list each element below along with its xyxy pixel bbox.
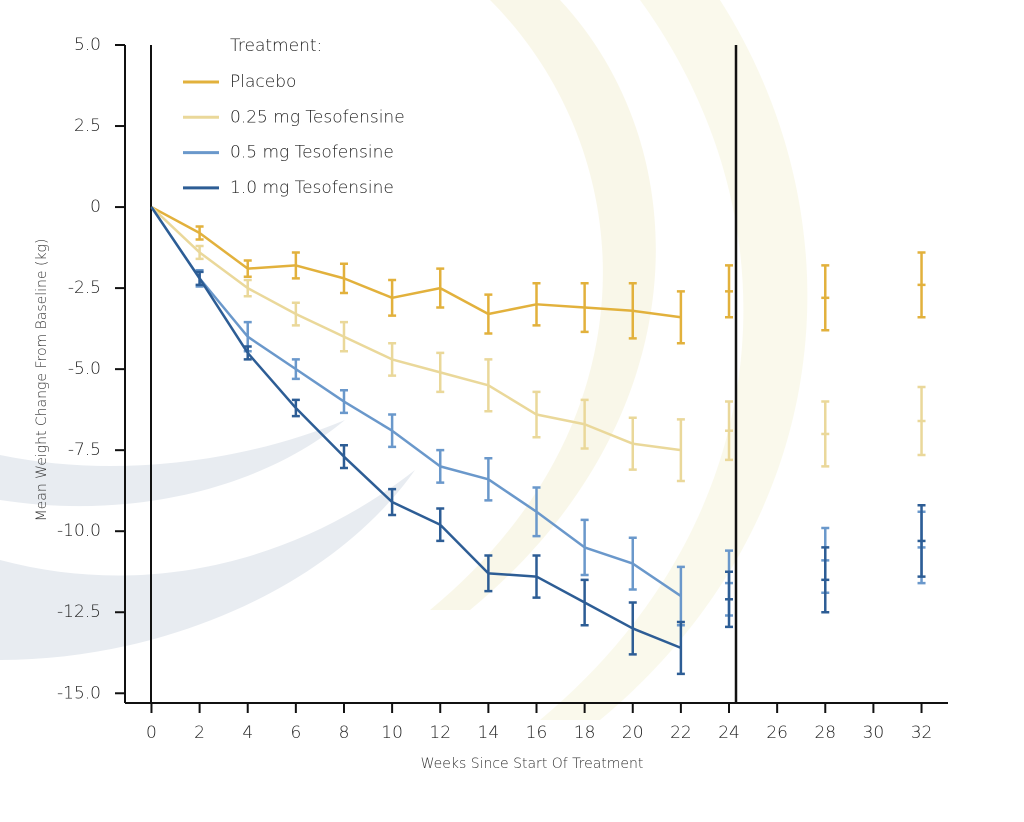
error-bar [484, 358, 493, 413]
error-bar [532, 486, 541, 538]
error-bar [388, 278, 397, 317]
x-tick-label: 16 [526, 723, 548, 743]
error-bar [580, 578, 589, 627]
series-line [150, 206, 682, 650]
legend-title: Treatment: [230, 36, 322, 56]
x-tick-label: 24 [718, 723, 740, 743]
error-bar [243, 259, 252, 279]
background-decoration [0, 0, 808, 720]
error-bar [291, 398, 300, 418]
error-bar [628, 416, 637, 471]
error-bar [436, 448, 445, 484]
decor-arc [0, 420, 345, 507]
error-bar [436, 507, 445, 543]
y-tick-label: -7.5 [68, 440, 101, 460]
x-tick-label: 26 [766, 723, 788, 743]
error-bar [676, 620, 685, 676]
y-tick-label: -12.5 [57, 602, 101, 622]
y-tick-label: 2.5 [74, 116, 101, 136]
legend-label: Placebo [230, 72, 296, 92]
error-bar [580, 518, 589, 577]
error-bar [388, 487, 397, 517]
error-bar [339, 262, 348, 295]
x-tick-label: 0 [146, 723, 157, 743]
error-bar [388, 413, 397, 449]
error-bar [532, 554, 541, 599]
x-tick-label: 4 [242, 723, 253, 743]
x-tick-label: 18 [574, 723, 596, 743]
error-bar [628, 601, 637, 656]
error-bar [195, 244, 204, 261]
y-tick-label: -15.0 [57, 683, 101, 703]
series-line [150, 206, 682, 452]
error-bar [532, 281, 541, 327]
error-bar [291, 358, 300, 381]
error-bar [243, 278, 252, 298]
legend-label: 0.5 mg Tesofensine [230, 143, 394, 163]
error-bar [195, 225, 204, 241]
error-bar [580, 398, 589, 450]
error-bar [195, 270, 204, 287]
error-bar [676, 418, 685, 483]
error-bar [628, 281, 637, 340]
error-bar [484, 554, 493, 593]
series-line [150, 205, 682, 319]
decor-arc [430, 0, 656, 610]
x-tick-label: 8 [339, 723, 350, 743]
y-tick-label: 0 [90, 197, 101, 217]
error-bar [436, 267, 445, 309]
x-tick-label: 14 [478, 723, 500, 743]
error-bar [339, 388, 348, 415]
error-bar [291, 301, 300, 327]
x-tick-label: 32 [911, 723, 933, 743]
legend-label: 1.0 mg Tesofensine [230, 178, 394, 198]
error-bar [339, 320, 348, 353]
error-bar [580, 281, 589, 334]
x-tick-label: 22 [670, 723, 692, 743]
x-tick-label: 20 [622, 723, 644, 743]
error-bar [484, 293, 493, 335]
error-bar [291, 251, 300, 280]
x-tick-label: 10 [381, 723, 403, 743]
x-tick-label: 30 [863, 723, 885, 743]
error-bar [339, 444, 348, 470]
error-bar [436, 351, 445, 394]
error-bar [388, 341, 397, 377]
x-tick-label: 12 [429, 723, 451, 743]
y-tick-label: 5.0 [74, 35, 101, 55]
x-tick-label: 28 [814, 723, 836, 743]
y-axis-label: Mean Weight Change From Baseline (kg) [34, 239, 50, 522]
x-tick-label: 6 [290, 723, 301, 743]
error-bar [484, 457, 493, 502]
y-tick-label: -10.0 [57, 521, 101, 541]
x-axis-label: Weeks Since Start Of Treatment [421, 756, 644, 772]
error-bar [532, 390, 541, 439]
legend-label: 0.25 mg Tesofensine [230, 107, 405, 127]
decor-arc [540, 0, 808, 720]
x-tick-label: 2 [194, 723, 205, 743]
series-line [150, 206, 682, 598]
decor-arc [0, 470, 415, 660]
error-bar [628, 536, 637, 591]
error-bar [676, 290, 685, 345]
error-bar [243, 345, 252, 361]
y-tick-label: -2.5 [68, 278, 101, 298]
y-tick-label: -5.0 [68, 359, 101, 379]
